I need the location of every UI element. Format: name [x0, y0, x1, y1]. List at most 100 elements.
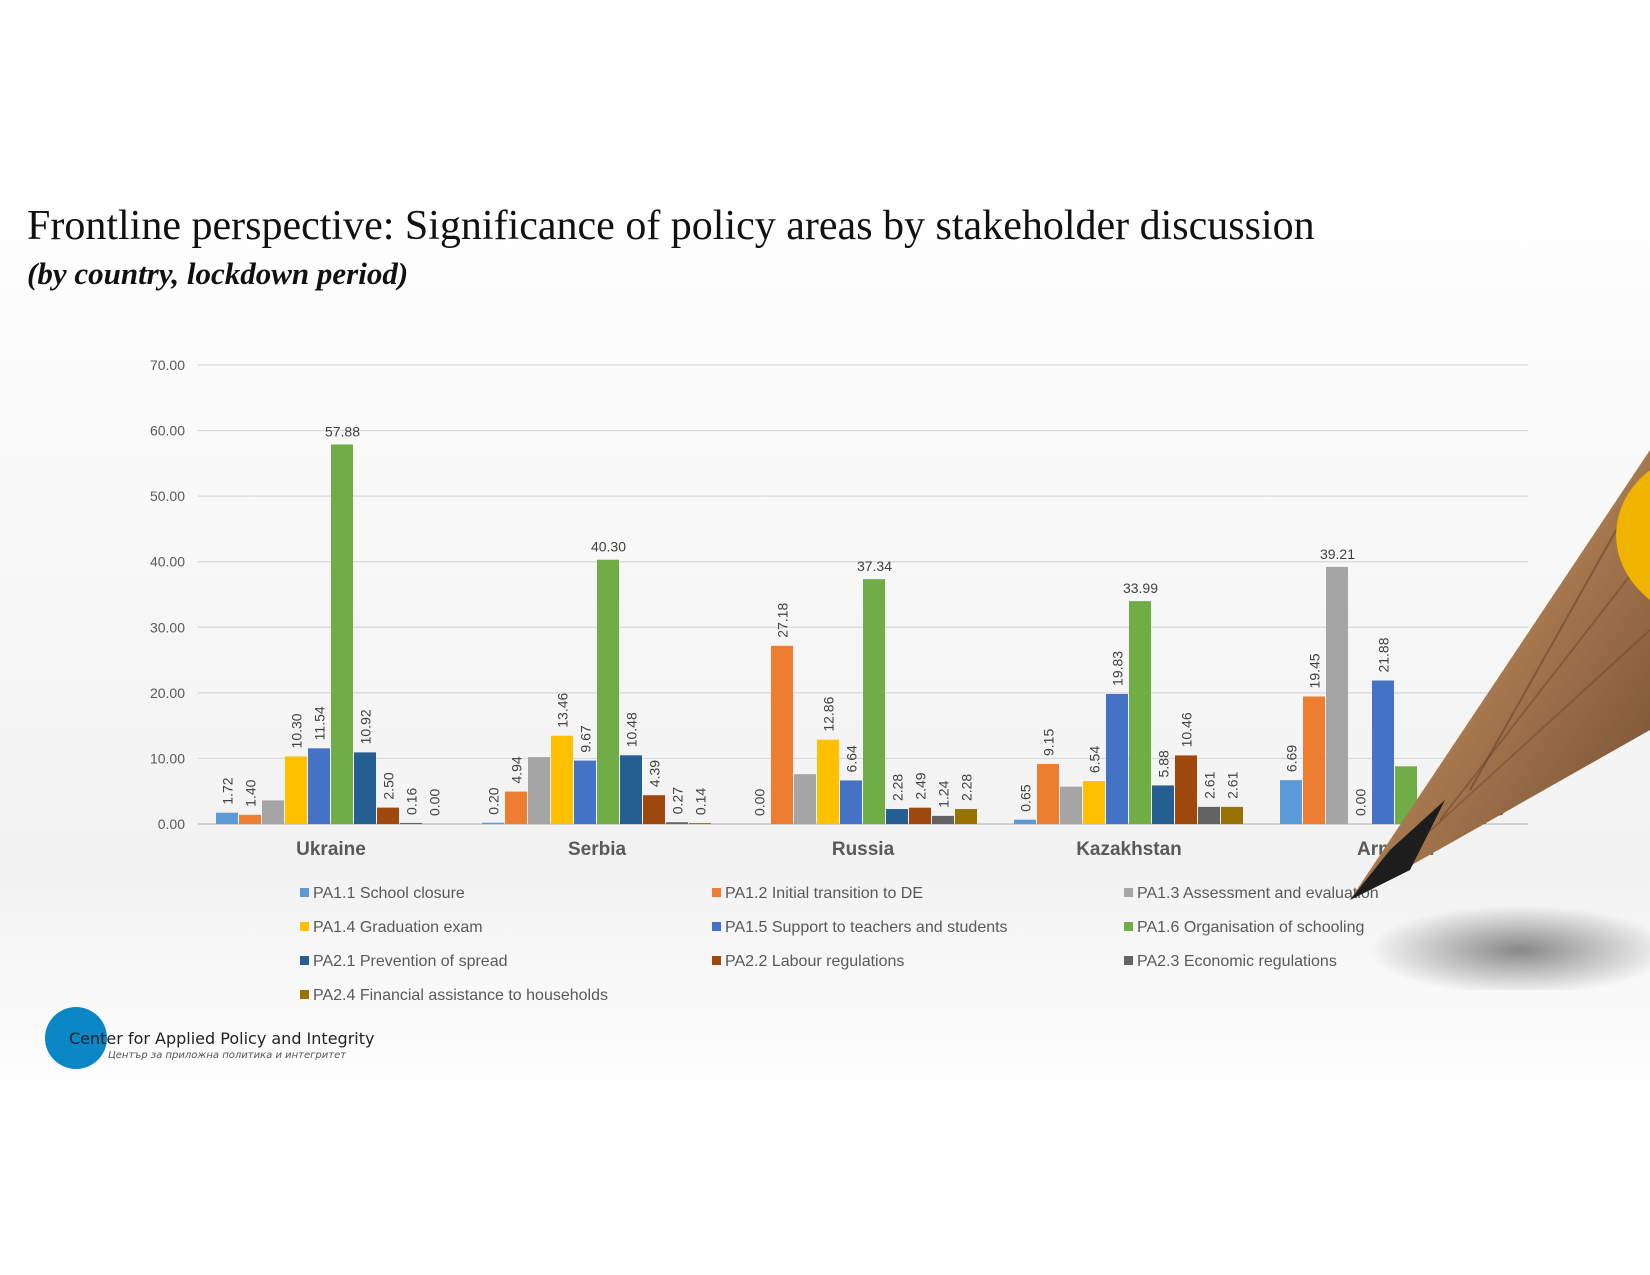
bar — [1106, 693, 1128, 824]
data-label: 6.69 — [1284, 745, 1300, 772]
bar — [1372, 680, 1394, 824]
x-tick-label: Russia — [832, 839, 895, 860]
data-label: 27.18 — [775, 603, 791, 638]
data-label: 0.20 — [486, 787, 502, 814]
legend-label: PA2.2 Labour regulations — [725, 953, 904, 970]
data-label: 2.28 — [959, 774, 975, 801]
data-label: 6.64 — [844, 745, 860, 772]
bar — [1037, 764, 1059, 824]
y-tick-label: 30.00 — [150, 619, 185, 635]
bar — [528, 757, 550, 824]
data-label: 0.65 — [1018, 784, 1034, 811]
data-label: 0.00 — [427, 789, 443, 816]
bar — [932, 815, 954, 824]
data-label: 13.46 — [555, 692, 571, 727]
bar — [620, 755, 642, 824]
data-label: 0.14 — [693, 788, 709, 815]
data-label: 11.54 — [312, 706, 328, 740]
y-tick-label: 60.00 — [150, 423, 185, 439]
data-label: 0.00 — [752, 789, 768, 816]
data-label: 10.92 — [358, 709, 374, 744]
legend-label: PA1.1 School closure — [313, 885, 465, 902]
bar — [1198, 806, 1220, 824]
page-title: Frontline perspective: Significance of p… — [27, 203, 1315, 249]
data-label: 2.61 — [1202, 771, 1218, 798]
legend-label: PA2.4 Financial assistance to households — [313, 987, 608, 1004]
data-label: 10.46 — [1179, 712, 1195, 747]
bar — [1060, 786, 1082, 824]
y-tick-label: 40.00 — [150, 554, 185, 570]
bar — [597, 559, 619, 824]
data-label: 1.24 — [936, 780, 952, 807]
legend-label: PA1.4 Graduation exam — [313, 919, 483, 936]
legend-swatch — [712, 956, 721, 965]
legend-swatch — [300, 888, 309, 897]
legend-swatch — [1124, 922, 1133, 931]
data-label: 33.99 — [1123, 580, 1158, 596]
legend-label: PA1.5 Support to teachers and students — [725, 919, 1008, 936]
bar — [863, 579, 885, 824]
page-subtitle: (by country, lockdown period) — [27, 256, 409, 291]
data-label: 9.15 — [1041, 729, 1057, 756]
bar — [1175, 755, 1197, 824]
legend-swatch — [1124, 888, 1133, 897]
bar — [285, 756, 307, 824]
data-label: 5.88 — [1156, 750, 1172, 777]
bar — [308, 748, 330, 824]
bar — [1083, 781, 1105, 824]
data-label: 1.40 — [243, 779, 259, 806]
logo: Center for Applied Policy and Integrity … — [45, 1005, 405, 1070]
x-tick-label: Ukraine — [296, 839, 366, 860]
legend-label: PA2.3 Economic regulations — [1137, 953, 1337, 970]
x-tick-label: Kazakhstan — [1076, 839, 1182, 860]
data-label: 10.48 — [624, 712, 640, 747]
data-label: 2.50 — [381, 772, 397, 799]
legend-swatch — [712, 888, 721, 897]
bar — [505, 791, 527, 824]
bar — [574, 760, 596, 824]
x-tick-label: Serbia — [568, 839, 627, 860]
bar — [1129, 601, 1151, 824]
bar — [666, 822, 688, 824]
bar — [216, 812, 238, 824]
data-label: 1.72 — [220, 777, 236, 804]
legend-swatch — [300, 922, 309, 931]
bar — [886, 809, 908, 824]
bar — [643, 795, 665, 824]
bar — [771, 645, 793, 824]
legend-swatch — [1124, 956, 1133, 965]
y-tick-label: 20.00 — [150, 685, 185, 701]
data-label: 0.27 — [670, 787, 686, 814]
bar — [354, 752, 376, 824]
legend-swatch — [300, 956, 309, 965]
data-label: 4.39 — [647, 760, 663, 787]
bar — [1303, 696, 1325, 824]
bar — [551, 735, 573, 824]
data-label: 0.16 — [404, 787, 420, 814]
y-tick-label: 10.00 — [150, 750, 185, 766]
y-tick-label: 0.00 — [158, 816, 185, 832]
data-label: 21.88 — [1376, 637, 1392, 672]
bar — [909, 807, 931, 824]
data-label: 9.67 — [578, 725, 594, 752]
logo-subtitle: Център за приложна политика и интегритет — [108, 1050, 347, 1061]
bar — [400, 822, 422, 824]
bar — [1221, 806, 1243, 824]
logo-circle — [45, 1007, 107, 1069]
bar — [794, 774, 816, 824]
bar — [482, 822, 504, 824]
bar — [1014, 819, 1036, 824]
data-label: 37.34 — [857, 558, 892, 574]
data-label: 57.88 — [325, 423, 360, 439]
data-label: 2.61 — [1225, 771, 1241, 798]
legend-swatch — [300, 990, 309, 999]
data-label: 19.83 — [1110, 651, 1126, 686]
data-label: 39.21 — [1320, 546, 1355, 562]
pencil-illustration — [1350, 450, 1650, 990]
bar — [239, 814, 261, 824]
bar — [840, 780, 862, 824]
data-label: 40.30 — [591, 539, 626, 555]
data-label: 0.00 — [1353, 789, 1369, 816]
data-label: 2.49 — [913, 772, 929, 799]
bar — [1152, 785, 1174, 824]
